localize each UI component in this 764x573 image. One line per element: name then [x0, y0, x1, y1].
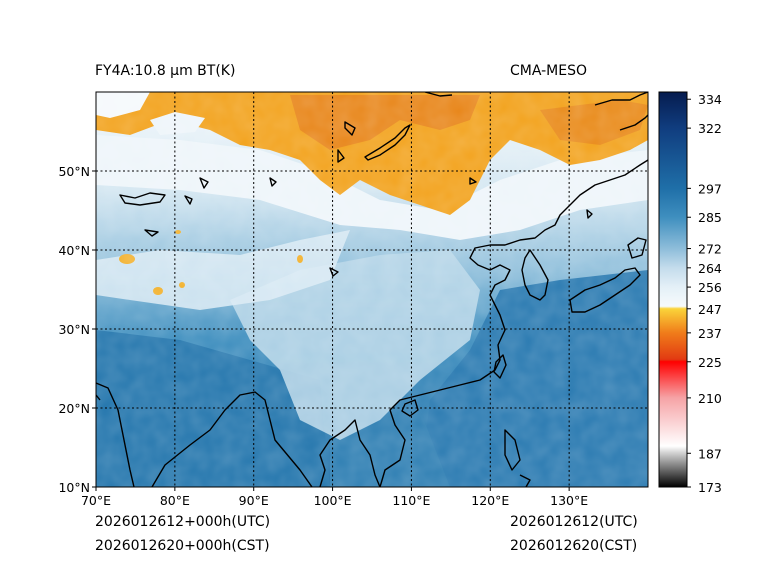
colorbar-scale [658, 91, 688, 488]
colorbar-tick-label: 237 [698, 326, 722, 341]
lon-label: 90°E [239, 493, 269, 508]
lat-label: 40°N [58, 243, 90, 258]
colorbar-tick-label: 272 [698, 242, 722, 257]
colorbar-tick-label: 322 [698, 121, 722, 136]
colorbar-tick-label: 225 [698, 355, 722, 370]
init-time-utc: 2026012612(UTC) [510, 514, 638, 530]
lon-label: 120°E [471, 493, 509, 508]
lat-label: 50°N [58, 164, 90, 179]
colorbar-tick-label: 285 [698, 210, 722, 225]
lon-label: 70°E [81, 493, 111, 508]
colorbar-tick-label: 187 [698, 446, 722, 461]
forecast-time-cst: 2026012620+000h(CST) [95, 538, 270, 554]
colorbar-tick-label: 297 [698, 181, 722, 196]
lon-label: 100°E [314, 493, 352, 508]
colorbar-tick-label: 264 [698, 261, 722, 276]
colorbar-tick-label: 210 [698, 391, 722, 406]
map-frame [95, 91, 649, 488]
map-title: FY4A:10.8 µm BT(K) [95, 63, 236, 79]
model-label: CMA-MESO [510, 63, 588, 79]
lat-label: 30°N [58, 322, 90, 337]
coastlines [96, 92, 648, 487]
colorbar-tick-label: 173 [698, 480, 722, 495]
colorbar-tick-label: 256 [698, 280, 722, 295]
lon-label: 80°E [160, 493, 190, 508]
colorbar-tick-label: 247 [698, 302, 722, 317]
graticule [96, 92, 648, 487]
lat-label: 20°N [58, 401, 90, 416]
init-time-cst: 2026012620(CST) [510, 538, 638, 554]
lon-label: 130°E [550, 493, 588, 508]
lon-label: 110°E [392, 493, 430, 508]
forecast-time-utc: 2026012612+000h(UTC) [95, 514, 271, 530]
colorbar-tick-label: 334 [698, 92, 722, 107]
lat-label: 10°N [58, 480, 90, 495]
